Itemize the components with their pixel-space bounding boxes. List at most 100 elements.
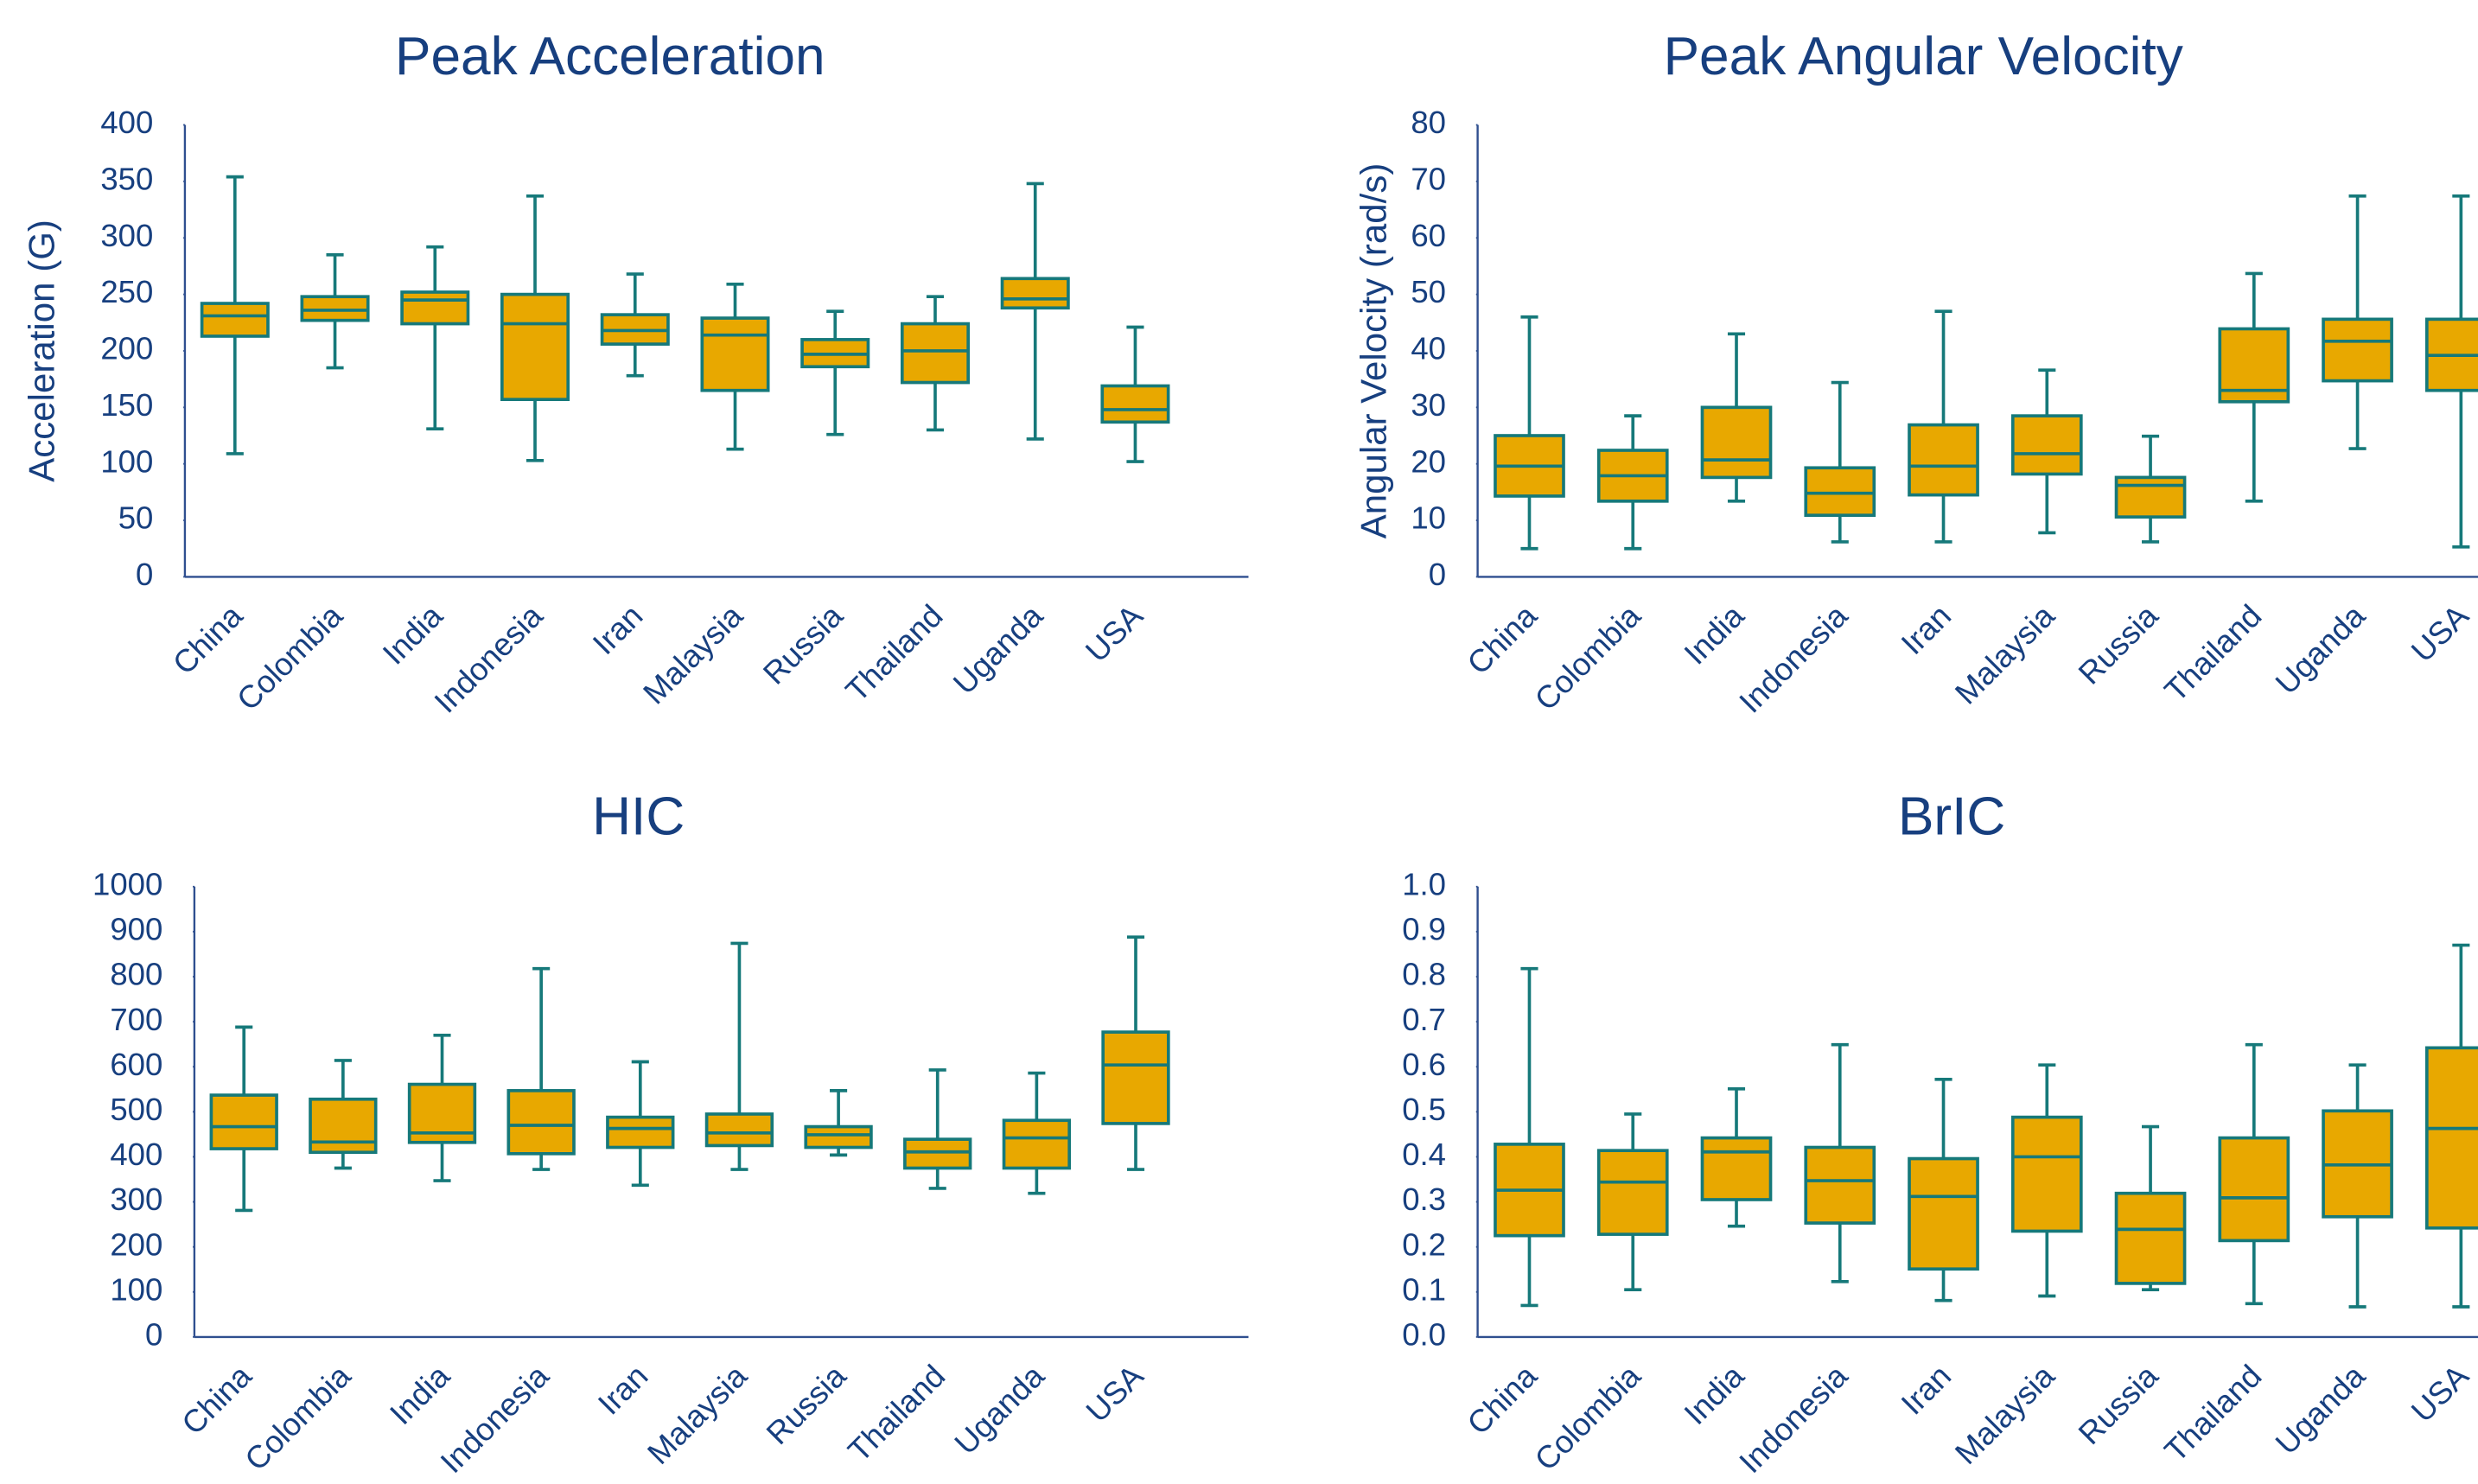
box-group [1908,1078,1979,1302]
box-group [400,245,470,430]
box [2010,1115,2083,1233]
box-group [2322,194,2393,450]
x-tick-label: Indonesia [428,597,551,720]
x-tick-label: Iran [591,1358,655,1422]
x-tick-label: Thailand [838,598,949,709]
y-tick-label: 150 [100,387,153,423]
box-group [1494,315,1565,551]
x-tick-label: India [1678,1358,1752,1432]
x-tick-label: Colombia [1528,597,1648,717]
y-tick-label: 300 [100,218,153,253]
y-tick-label: 10 [1411,500,1446,536]
box [606,1115,675,1150]
box-group [2114,1124,2187,1292]
box [1700,405,1773,480]
box [900,322,971,385]
box [1804,466,1876,518]
box-group [2424,194,2478,549]
box [1596,1149,1669,1236]
y-tick-label: 500 [110,1092,162,1127]
box [2114,475,2187,519]
x-tick-label: Malaysia [1948,597,2061,710]
box [2010,414,2083,476]
x-tick-label: China [175,1358,258,1442]
box-group [2010,1063,2083,1298]
y-tick-label: 300 [110,1181,162,1217]
x-tick-label: Colombia [1528,1358,1648,1478]
box-group [500,194,570,462]
chart-title: BrIC [1898,787,2005,846]
y-tick-label: 350 [100,162,153,197]
box [2218,1136,2290,1243]
y-axis-label: Acceleration (G) [21,220,61,482]
x-tick-label: USA [2405,1358,2476,1430]
box-group [600,272,670,378]
x-tick-label: Malaysia [640,1358,754,1471]
y-tick-label: 200 [110,1226,162,1262]
box [300,295,370,322]
box [309,1097,378,1155]
y-tick-label: 0.7 [1402,1002,1446,1037]
box [704,1112,774,1148]
x-tick-label: India [376,597,450,672]
x-tick-label: USA [1079,597,1150,669]
box-group [700,282,770,451]
chart-title: Peak Angular Velocity [1664,27,2183,86]
box [1908,423,1979,497]
box-group [1700,1086,1773,1228]
x-tick-label: Thailand [2157,598,2268,709]
y-tick-label: 100 [110,1271,162,1307]
x-tick-label: USA [2405,597,2476,669]
y-tick-label: 250 [100,274,153,309]
x-tick-label: USA [1080,1358,1151,1430]
y-tick-label: 70 [1411,162,1446,197]
box-group [1804,380,1876,544]
box [1002,1118,1072,1170]
x-tick-label: Colombia [230,597,350,717]
box [1804,1145,1876,1225]
x-tick-label: Thailand [841,1358,952,1468]
box-group [300,253,370,370]
box [2322,317,2393,383]
x-tick-label: India [1678,597,1752,672]
y-tick-label: 50 [1411,274,1446,309]
box [804,1124,873,1150]
box-group [200,175,270,455]
x-tick-label: Russia [2072,597,2165,691]
box [1908,1156,1979,1271]
box [1100,384,1170,424]
x-tick-label: Uganda [946,597,1050,701]
y-tick-label: 0 [136,557,153,592]
box-group [606,1060,675,1188]
y-tick-label: 900 [110,912,162,947]
y-tick-label: 0 [1429,557,1446,592]
x-tick-label: Russia [760,1358,853,1451]
y-tick-label: 0.1 [1402,1271,1446,1307]
x-tick-label: Russia [2072,1358,2165,1451]
y-tick-label: 0.0 [1402,1317,1446,1353]
box-group [2218,271,2290,503]
box-group [903,1068,972,1190]
box-group [506,966,576,1171]
y-tick-label: 700 [110,1002,162,1037]
box-group [1596,414,1669,551]
box-group [900,295,971,432]
box-group [804,1089,873,1157]
y-tick-label: 50 [118,500,154,536]
y-tick-label: 40 [1411,331,1446,366]
y-tick-label: 600 [110,1047,162,1082]
x-tick-label: Uganda [947,1358,1051,1462]
box-group [2114,434,2187,544]
y-tick-label: 0.6 [1402,1047,1446,1082]
y-tick-label: 0.5 [1402,1092,1446,1127]
x-tick-label: Malaysia [1948,1358,2061,1471]
y-tick-label: 100 [100,443,153,479]
x-tick-label: India [383,1358,457,1432]
y-tick-label: 80 [1411,105,1446,140]
x-tick-label: Indonesia [1732,1358,1855,1481]
box-group [1596,1112,1669,1292]
y-tick-label: 0.8 [1402,957,1446,992]
box-group [2218,1042,2290,1306]
box-group [209,1025,278,1213]
